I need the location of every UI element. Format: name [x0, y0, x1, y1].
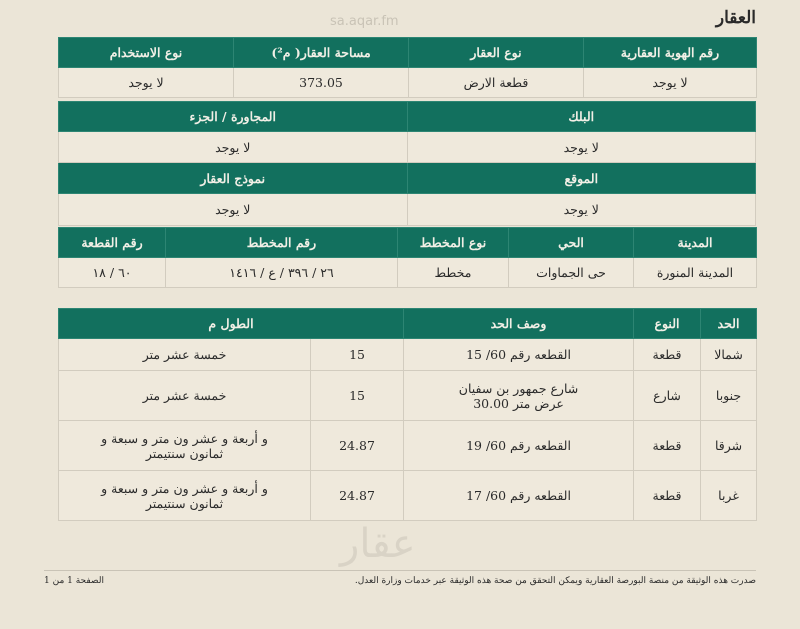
cell: شارع [633, 370, 702, 421]
cell: خمسة عشر متر [57, 370, 312, 421]
table-row: جنوبا شارع شارع جمهور بن سفيان عرض متر 3… [57, 370, 758, 421]
value-cell: لا يوجد [583, 67, 757, 98]
cell: خمسة عشر متر [57, 338, 312, 371]
cell: قطعة [633, 420, 702, 471]
table-row: غربا قطعة القطعه رقم 60/ 17 24.87 و أربع… [57, 470, 758, 521]
cell: شارع جمهور بن سفيان عرض متر 30.00 [403, 370, 635, 421]
value-cell: لا يوجد [58, 67, 234, 98]
header-cell: مساحة العقار( م²) [233, 37, 409, 68]
value-cell: لا يوجد [58, 131, 408, 163]
cell: و أربعة و عشر ون متر و سبعة و ثمانون سنت… [57, 470, 312, 521]
header-cell: الموقع [406, 162, 756, 194]
header-cell: وصف الحد [403, 308, 635, 339]
cell: القطعه رقم 60/ 15 [403, 338, 635, 371]
value-cell: لا يوجد [406, 193, 756, 226]
header-cell: المجاورة / الجزء [58, 101, 408, 132]
header-cell: المدينة [633, 227, 757, 258]
cell: غربا [700, 470, 758, 521]
property-table: رقم الهوية العقارية نوع العقار مساحة الع… [58, 37, 757, 98]
header-cell: النوع [633, 308, 702, 339]
header-cell: البلك [406, 101, 756, 132]
cell: القطعه رقم 60/ 19 [403, 420, 635, 471]
cell: شرقا [700, 420, 758, 471]
page-number: الصفحة 1 من 1 [44, 576, 104, 586]
header-cell: نوع العقار [408, 37, 584, 68]
aqar-logo-watermark: عقار [340, 521, 416, 567]
cell: 15 [310, 338, 405, 371]
value-cell: لا يوجد [58, 193, 408, 226]
header-cell: رقم المخطط [165, 227, 398, 258]
value-cell: مخطط [397, 257, 509, 288]
location-table: المدينة الحي نوع المخطط رقم المخطط رقم ا… [58, 227, 757, 288]
cell: 24.87 [310, 470, 405, 521]
cell: شمالا [700, 338, 758, 371]
value-cell: حى الجماوات [508, 257, 634, 288]
value-cell: المدينة المنورة [633, 257, 757, 288]
header-cell: نوع الاستخدام [58, 37, 234, 68]
header-cell: الحي [508, 227, 634, 258]
header-cell: الحد [700, 308, 758, 339]
cell: القطعه رقم 60/ 17 [403, 470, 635, 521]
table-row: شمالا قطعة القطعه رقم 60/ 15 15 خمسة عشر… [57, 338, 758, 371]
boundaries-table: الحد النوع وصف الحد الطول م شمالا قطعة ا… [57, 308, 758, 521]
value-cell: لا يوجد [406, 131, 756, 163]
cell: جنوبا [700, 370, 758, 421]
cell: 15 [310, 370, 405, 421]
footer-divider [44, 570, 756, 571]
footer-note: صدرت هذه الوثيقة من منصة البورصة العقاري… [354, 576, 756, 586]
block-table: البلك المجاورة / الجزء لا يوجد لا يوجد ا… [58, 101, 756, 226]
header-cell: نموذج العقار [58, 162, 408, 194]
value-cell: ٦٠ / ١٨ [58, 257, 166, 288]
header-cell: رقم القطعة [58, 227, 166, 258]
header-cell: رقم الهوية العقارية [583, 37, 757, 68]
header-cell: نوع المخطط [397, 227, 509, 258]
cell: 24.87 [310, 420, 405, 471]
value-cell: قطعة الارض [408, 67, 584, 98]
watermark-url: sa.aqar.fm [330, 14, 399, 29]
table-row: شرقا قطعة القطعه رقم 60/ 19 24.87 و أربع… [57, 420, 758, 471]
section-title: العقار [715, 8, 756, 28]
value-cell: ٢٦ / ٣٩٦ / ع / ١٤١٦ [165, 257, 398, 288]
cell: قطعة [633, 338, 702, 371]
header-cell: الطول م [57, 308, 405, 339]
cell: قطعة [633, 470, 702, 521]
cell: و أربعة و عشر ون متر و سبعة و ثمانون سنت… [57, 420, 312, 471]
value-cell: 373.05 [233, 67, 409, 98]
